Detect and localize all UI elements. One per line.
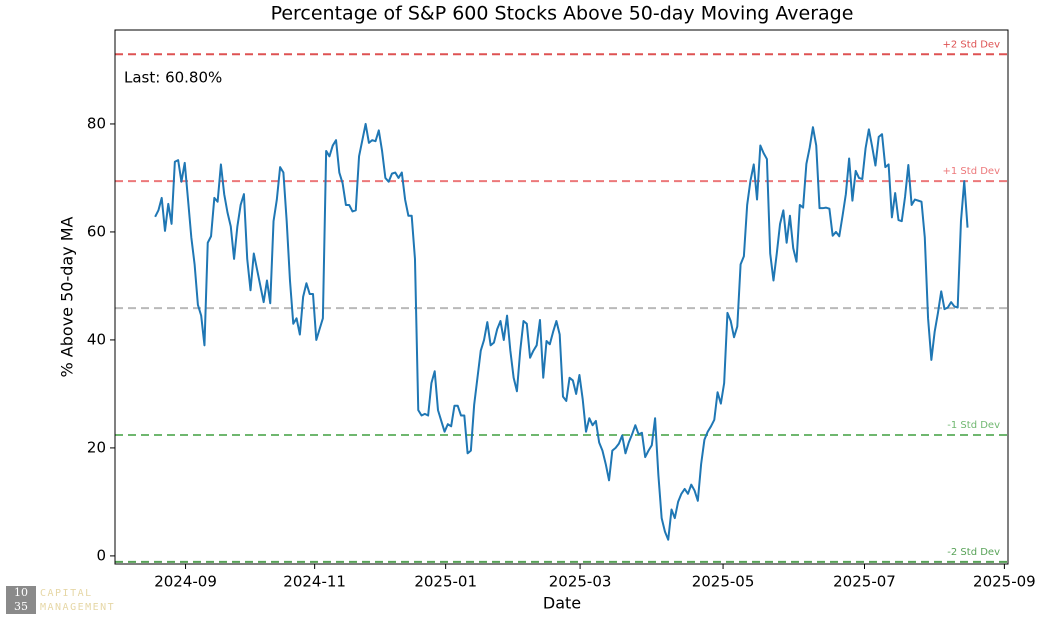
- y-tick-label: 40: [87, 330, 106, 348]
- y-tick-label: 20: [87, 438, 106, 456]
- chart-title: Percentage of S&P 600 Stocks Above 50-da…: [271, 3, 854, 25]
- last-value-annotation: Last: 60.80%: [124, 69, 222, 87]
- reference-label: +2 Std Dev: [943, 39, 1001, 50]
- y-tick-label: 0: [96, 546, 106, 564]
- data-line: [154, 122, 969, 541]
- x-tick-label: 2024-11: [283, 573, 346, 591]
- y-tick-label: 80: [87, 114, 106, 132]
- y-axis-label: % Above 50-day MA: [58, 216, 77, 377]
- logo-text: CAPITAL: [40, 588, 93, 599]
- reference-label: -2 Std Dev: [947, 547, 1000, 558]
- x-tick-label: 2025-03: [549, 573, 612, 591]
- x-tick-label: 2024-09: [154, 573, 217, 591]
- logo-text: MANAGEMENT: [40, 602, 115, 613]
- x-tick-label: 2025-07: [833, 573, 896, 591]
- x-axis-label: Date: [543, 594, 581, 613]
- reference-label: +1 Std Dev: [943, 166, 1001, 177]
- logo-digits: 10: [14, 586, 28, 599]
- x-tick-label: 2025-09: [973, 573, 1036, 591]
- x-tick-label: 2025-01: [414, 573, 477, 591]
- logo-box: [6, 586, 36, 614]
- y-tick-label: 60: [87, 222, 106, 240]
- reference-label: -1 Std Dev: [947, 420, 1000, 431]
- x-tick-label: 2025-05: [692, 573, 755, 591]
- logo-digits: 35: [14, 600, 28, 613]
- plot-frame: [114, 29, 1009, 565]
